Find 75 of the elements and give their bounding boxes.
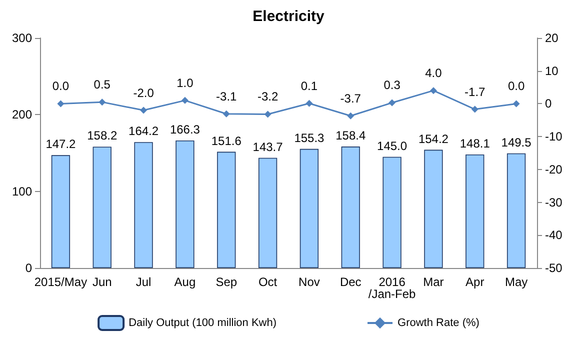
- y-tick-label: 0: [25, 261, 32, 275]
- point: [347, 112, 354, 120]
- x-tick-label: Mar: [423, 275, 444, 289]
- data-label: 164.2: [128, 124, 159, 138]
- x-tick-label: Apr: [466, 275, 484, 289]
- bar: [176, 140, 194, 268]
- data-label: 4.0: [425, 66, 442, 80]
- data-label: 1.0: [176, 76, 194, 90]
- y2-tick-label: 20: [545, 31, 559, 45]
- bar: [92, 146, 112, 268]
- x-tick-label: 2016 /Jan-Feb: [368, 275, 416, 301]
- data-label: 147.2: [46, 137, 76, 152]
- bar: [341, 146, 360, 268]
- data-label: 154.2: [418, 132, 449, 146]
- y2-tick-label: -30: [545, 195, 563, 210]
- bar: [217, 152, 236, 268]
- point: [57, 100, 64, 108]
- x-tick-label: Jun: [92, 275, 112, 289]
- data-label: -3.7: [340, 91, 362, 106]
- data-label: 143.7: [252, 140, 284, 154]
- y2-tick-label: -20: [545, 162, 563, 176]
- data-label: -2.0: [133, 86, 154, 100]
- data-label: -1.7: [464, 84, 486, 99]
- y2-tick-label: -50: [545, 261, 563, 275]
- data-label: 166.3: [170, 122, 200, 137]
- legend-label: Growth Rate (%): [398, 317, 480, 329]
- bar: [466, 154, 484, 268]
- bar: [258, 158, 278, 268]
- data-label: 0.3: [384, 78, 401, 92]
- y-tick-label: 200: [12, 108, 32, 122]
- point: [430, 87, 437, 94]
- x-tick-label: Dec: [340, 275, 362, 289]
- bar: [506, 153, 526, 268]
- point: [512, 100, 520, 108]
- point: [222, 110, 230, 118]
- point: [140, 106, 148, 114]
- point: [306, 100, 313, 107]
- data-label: 151.6: [211, 134, 242, 148]
- data-label: -3.1: [216, 89, 238, 104]
- data-label: 0.1: [300, 78, 318, 93]
- data-label: -3.2: [257, 90, 278, 104]
- legend-label: Daily Output (100 million Kwh): [128, 317, 277, 329]
- y-tick-label: 300: [12, 31, 32, 45]
- data-label: 0.0: [52, 79, 70, 94]
- x-tick-label: 2015/May: [34, 275, 88, 289]
- bar: [424, 150, 443, 268]
- bar: [382, 156, 402, 268]
- bar: [134, 142, 153, 268]
- point: [181, 96, 188, 104]
- point: [388, 99, 396, 106]
- data-label: 149.5: [501, 135, 532, 150]
- bar: [300, 148, 319, 268]
- point: [471, 106, 478, 113]
- y2-tick-label: 0: [545, 96, 552, 111]
- y2-tick-label: -40: [545, 228, 563, 242]
- data-label: 158.4: [336, 128, 366, 143]
- data-label: 155.3: [294, 130, 325, 145]
- y-tick-label: 100: [12, 184, 32, 198]
- point: [98, 98, 106, 106]
- point: [264, 110, 272, 118]
- x-tick-label: May: [504, 275, 528, 289]
- data-label: 0.0: [508, 79, 525, 94]
- y2-tick-label: -10: [545, 130, 563, 144]
- x-tick-label: Nov: [298, 275, 320, 289]
- x-tick-label: Sep: [216, 275, 238, 289]
- y2-tick-label: 10: [545, 64, 559, 78]
- data-label: 158.2: [87, 128, 118, 143]
- x-tick-label: Aug: [174, 275, 196, 289]
- data-label: 145.0: [377, 138, 408, 153]
- data-label: 0.5: [94, 78, 111, 92]
- bar: [51, 155, 70, 268]
- x-tick-label: Jul: [136, 275, 152, 289]
- chart-title: Electricity: [252, 8, 325, 25]
- x-tick-label: Oct: [258, 275, 278, 289]
- data-label: 148.1: [460, 136, 490, 150]
